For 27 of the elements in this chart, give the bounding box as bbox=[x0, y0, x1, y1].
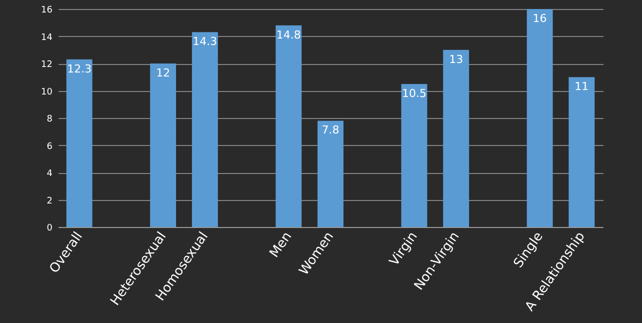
y-tick-label: 12 bbox=[41, 60, 52, 70]
bar bbox=[318, 120, 344, 227]
bar bbox=[443, 50, 470, 227]
data-label: 14.3 bbox=[192, 35, 218, 48]
y-tick-label: 10 bbox=[41, 87, 53, 98]
data-label: 11 bbox=[574, 80, 589, 94]
bar bbox=[150, 64, 176, 227]
data-label: 7.8 bbox=[322, 124, 340, 137]
bar bbox=[276, 25, 302, 227]
data-label: 12 bbox=[156, 66, 170, 80]
bar bbox=[568, 77, 595, 227]
y-tick-label: 0 bbox=[46, 224, 53, 234]
y-tick-label: 6 bbox=[46, 142, 53, 152]
bar bbox=[401, 84, 428, 227]
data-label: 14.8 bbox=[276, 28, 301, 42]
y-tick-label: 8 bbox=[46, 114, 53, 124]
y-tick-label: 4 bbox=[46, 169, 53, 179]
y-tick-label: 2 bbox=[46, 196, 52, 206]
bar bbox=[526, 9, 553, 227]
data-label: 13 bbox=[449, 52, 464, 66]
y-tick-label: 16 bbox=[41, 6, 53, 16]
y-tick-label: 14 bbox=[41, 32, 53, 43]
bar bbox=[192, 32, 218, 227]
data-label: 10.5 bbox=[402, 86, 426, 100]
bar bbox=[66, 59, 92, 227]
data-label: 16 bbox=[532, 12, 547, 25]
data-label: 12.3 bbox=[67, 62, 92, 76]
